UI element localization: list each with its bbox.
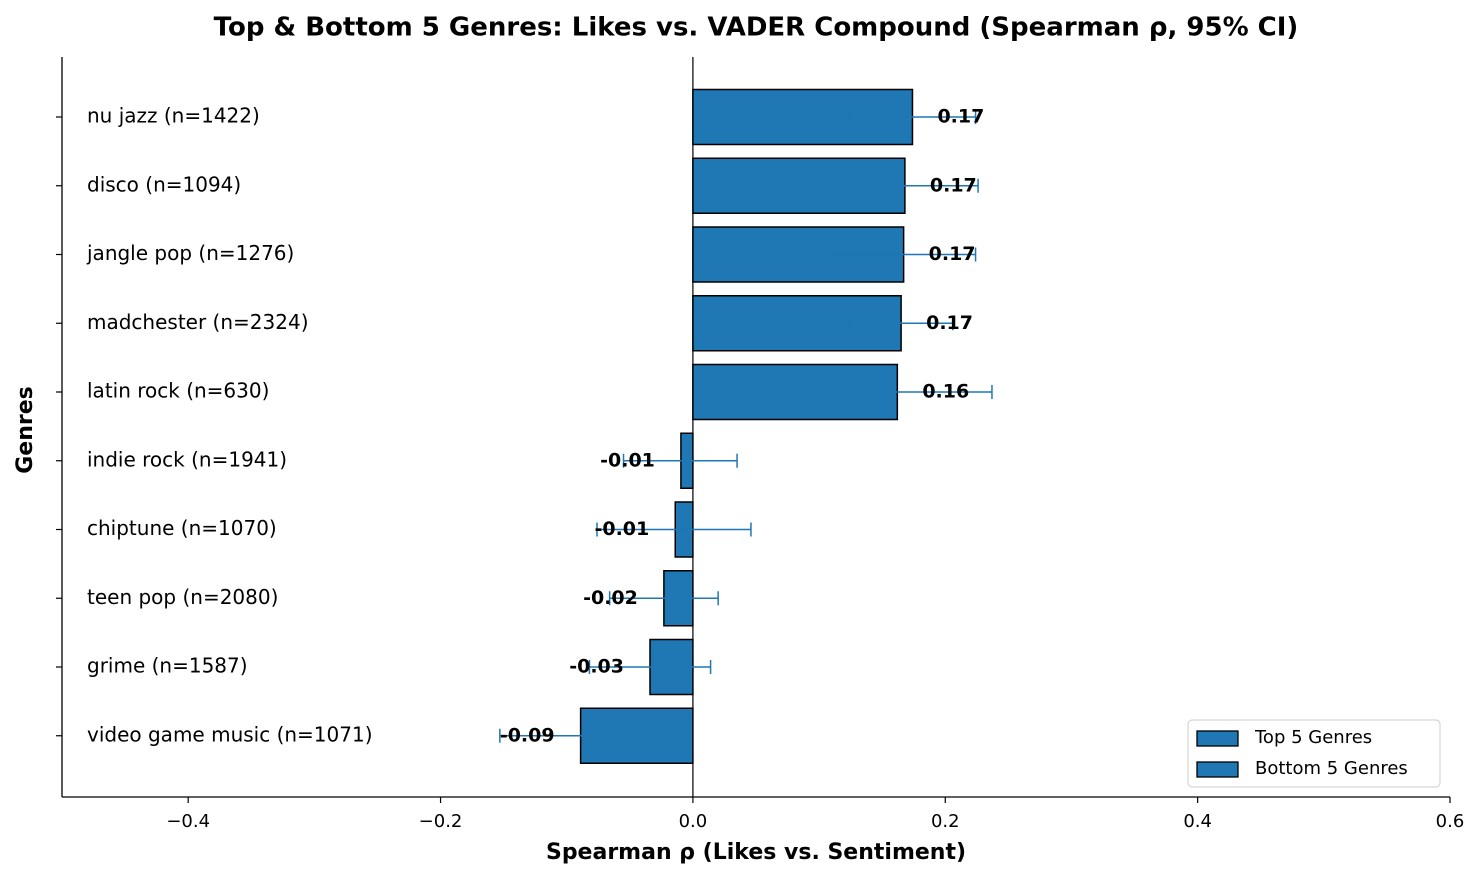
y-tick-label: indie rock (n=1941) bbox=[87, 447, 287, 471]
y-tick-label: jangle pop (n=1276) bbox=[86, 241, 294, 265]
y-tick-label: video game music (n=1071) bbox=[87, 722, 373, 746]
y-tick-label: teen pop (n=2080) bbox=[87, 585, 278, 609]
value-label: -0.03 bbox=[569, 656, 624, 678]
value-label: 0.17 bbox=[929, 243, 976, 265]
x-tick-label: 0.6 bbox=[1436, 811, 1465, 832]
y-tick-label: nu jazz (n=1422) bbox=[87, 104, 260, 128]
x-axis-label: Spearman ρ (Likes vs. Sentiment) bbox=[546, 840, 966, 865]
legend-swatch bbox=[1196, 761, 1239, 778]
x-tick-label: −0.2 bbox=[419, 811, 463, 832]
value-label: -0.01 bbox=[600, 449, 655, 471]
x-tick-label: 0.2 bbox=[931, 811, 960, 832]
legend-label: Bottom 5 Genres bbox=[1255, 758, 1408, 779]
value-label: 0.17 bbox=[937, 106, 984, 128]
chart-title: Top & Bottom 5 Genres: Likes vs. VADER C… bbox=[214, 13, 1299, 43]
value-label: 0.16 bbox=[922, 381, 969, 403]
x-tick-label: 0.0 bbox=[679, 811, 708, 832]
value-label: 0.17 bbox=[926, 312, 973, 334]
y-tick-label: chiptune (n=1070) bbox=[87, 516, 277, 540]
value-label: -0.09 bbox=[500, 724, 555, 746]
legend-box bbox=[1187, 719, 1441, 788]
y-tick-label: disco (n=1094) bbox=[87, 172, 241, 196]
value-label: -0.02 bbox=[583, 587, 638, 609]
x-tick-label: 0.4 bbox=[1183, 811, 1212, 832]
y-tick-label: madchester (n=2324) bbox=[87, 310, 309, 334]
y-tick-label: latin rock (n=630) bbox=[87, 379, 269, 403]
value-label: -0.01 bbox=[594, 518, 649, 540]
legend-swatch bbox=[1196, 730, 1239, 747]
x-tick-label: −0.4 bbox=[166, 811, 210, 832]
y-tick-label: grime (n=1587) bbox=[87, 654, 248, 678]
value-label: 0.17 bbox=[930, 174, 977, 196]
y-axis-label: Genres bbox=[13, 386, 38, 474]
legend-label: Top 5 Genres bbox=[1254, 727, 1372, 748]
